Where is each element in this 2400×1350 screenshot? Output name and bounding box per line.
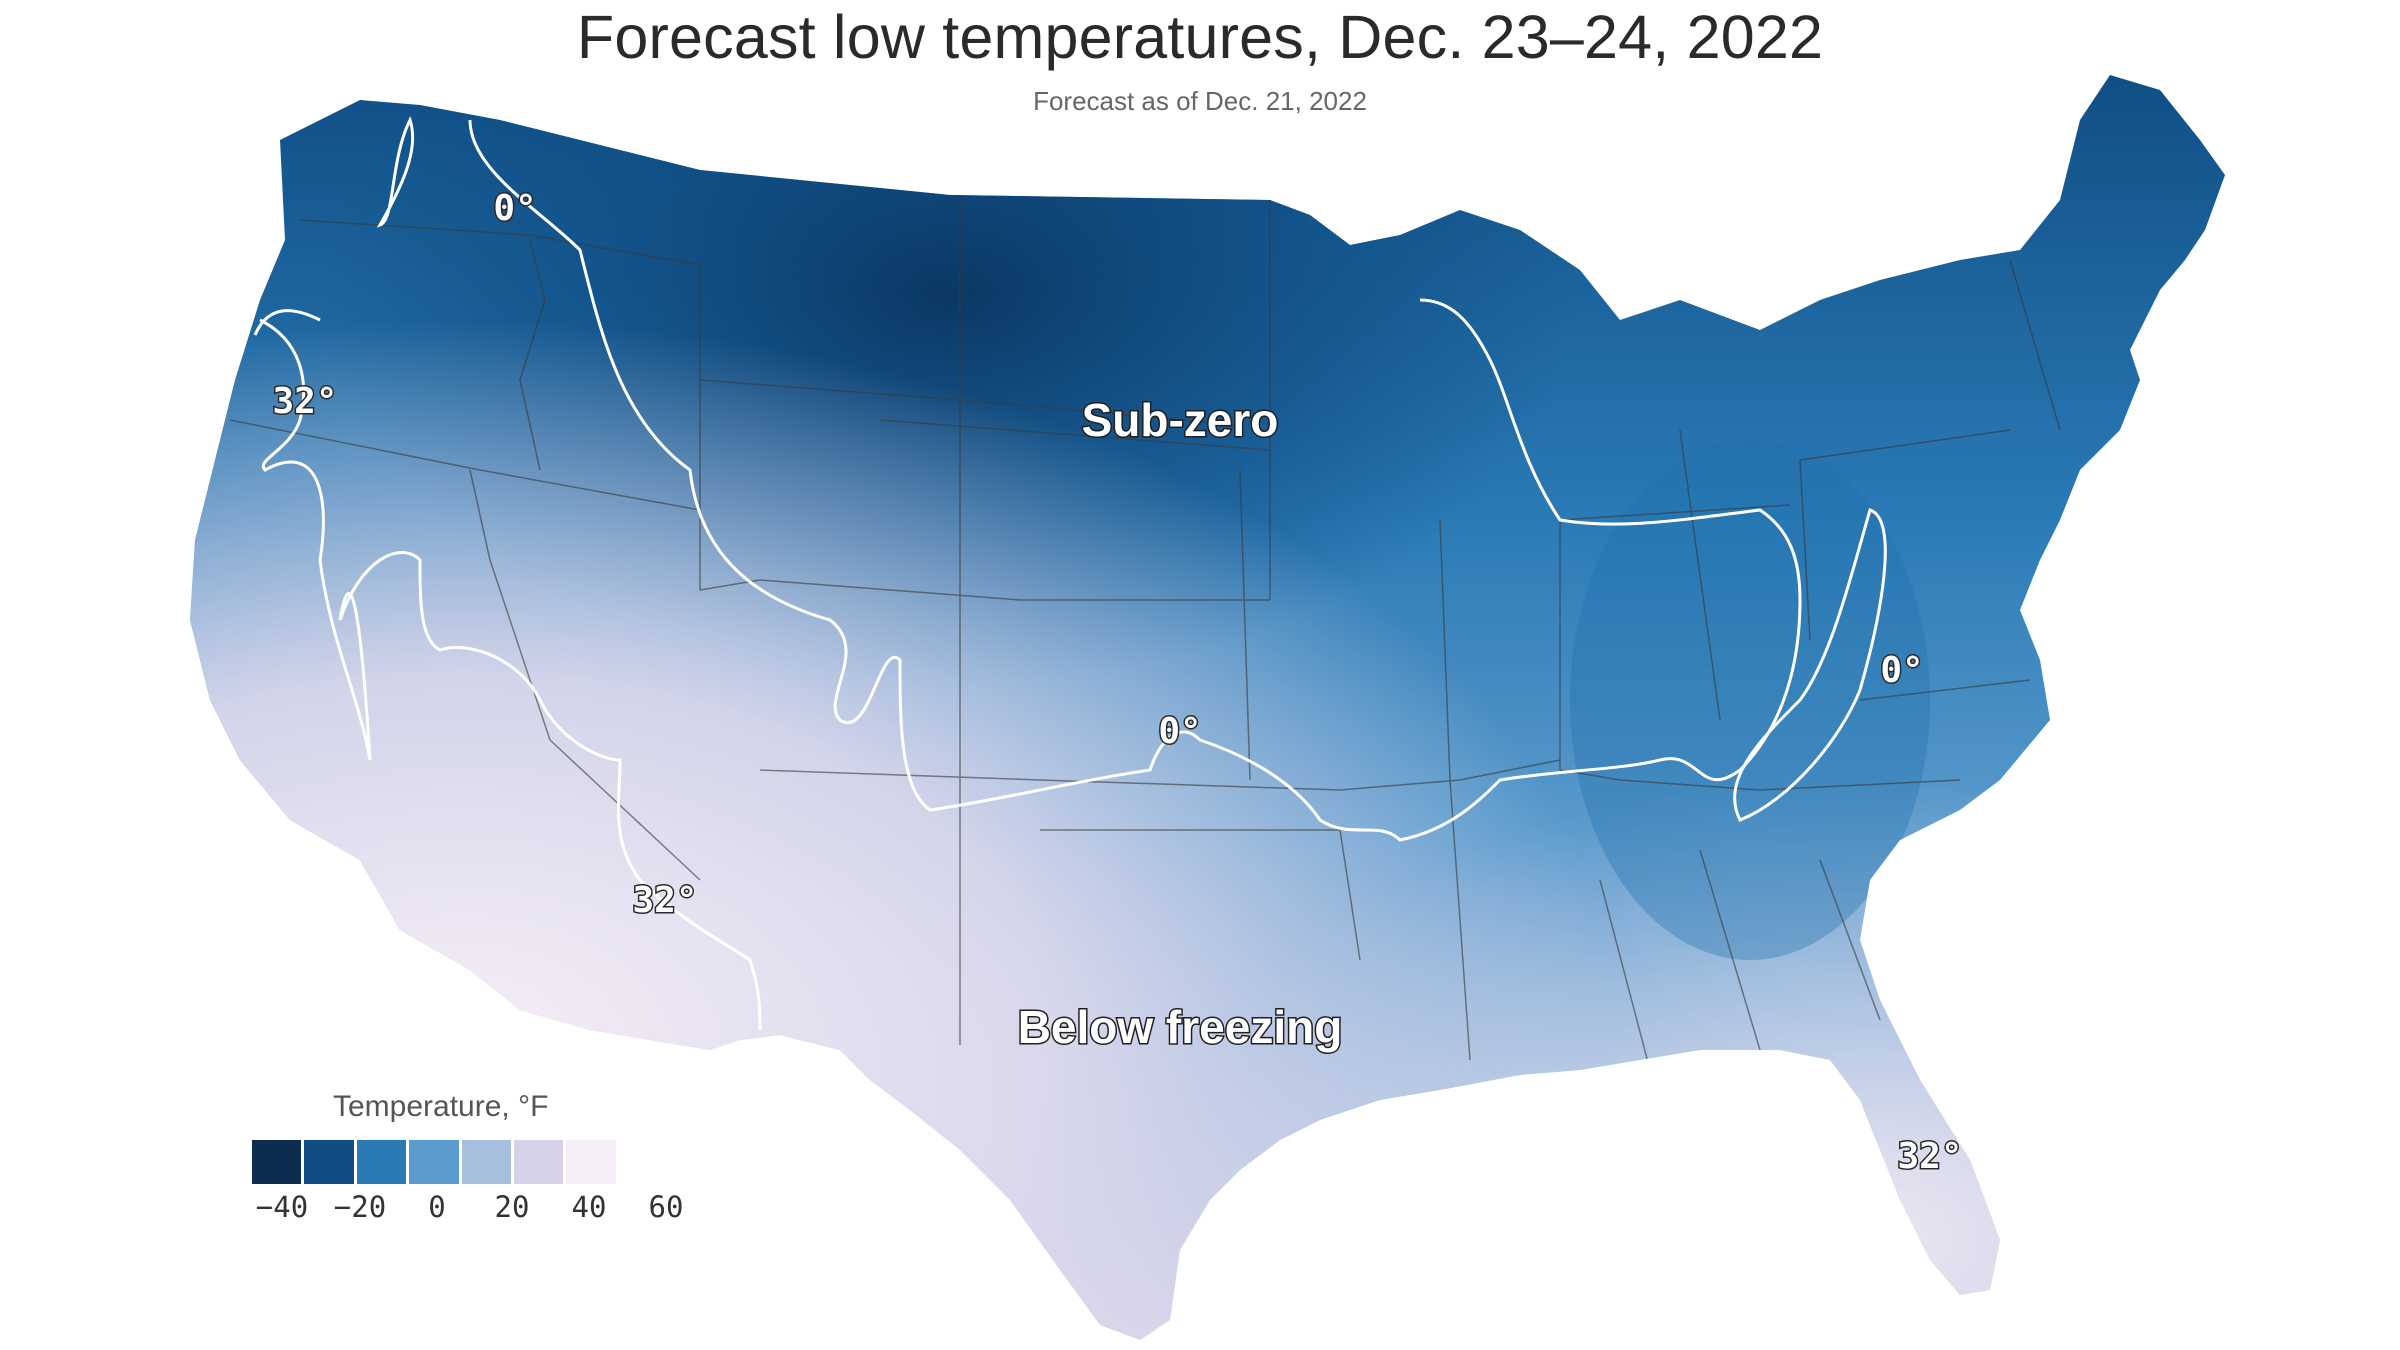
legend-title: Temperature, °F	[333, 1090, 549, 1123]
isotherm-lines	[253, 116, 1887, 1031]
map-subtitle: Forecast as of Dec. 21, 2022	[1033, 86, 1367, 116]
isotherm-label-wv: 0°	[1880, 650, 1923, 691]
zero-degree-isotherm	[376, 116, 1802, 842]
map-title: Forecast low temperatures, Dec. 23–24, 2…	[576, 3, 1824, 71]
isotherm-label-az: 32°	[632, 880, 697, 921]
legend-swatch	[618, 1140, 668, 1184]
legend-swatch	[409, 1140, 462, 1184]
legend-tick: 40	[571, 1190, 607, 1224]
legend-swatch	[566, 1140, 619, 1184]
isotherm-label-ks: 0°	[1158, 711, 1201, 752]
legend-color-bar	[252, 1140, 668, 1184]
state-borders	[229, 200, 2061, 1071]
freezing-isotherm-north	[253, 309, 321, 336]
legend-swatch	[252, 1140, 305, 1184]
legend-tick: 0	[428, 1190, 446, 1224]
legend-tick: 60	[648, 1190, 684, 1224]
isotherm-label-wa: 0°	[493, 188, 536, 229]
legend-tick: 20	[494, 1190, 530, 1224]
legend-swatch	[356, 1140, 410, 1184]
freezing-isotherm-west	[259, 318, 762, 1031]
legend-swatch	[513, 1140, 567, 1184]
legend-swatch	[304, 1140, 357, 1184]
legend-swatch	[461, 1140, 514, 1184]
isotherm-label-or: 32°	[272, 381, 337, 422]
sub-zero-label: Sub-zero	[1082, 394, 1279, 446]
legend-tick: −40	[255, 1190, 309, 1224]
zero-degree-isotherm-appalachian	[1733, 508, 1887, 822]
below-freezing-label: Below freezing	[1018, 1001, 1343, 1053]
legend-tick: −20	[333, 1190, 387, 1224]
isotherm-label-fl: 32°	[1897, 1136, 1962, 1177]
